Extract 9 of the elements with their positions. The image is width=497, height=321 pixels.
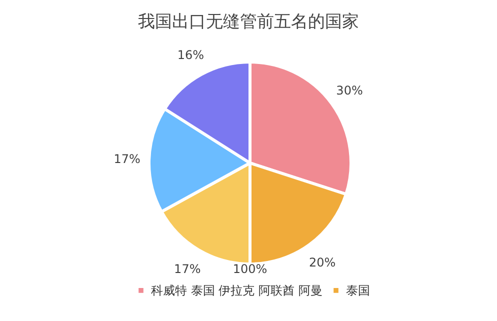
data-label: 20%: [308, 256, 336, 270]
legend-label: 泰国: [346, 283, 370, 298]
text: 100%: [232, 262, 268, 276]
data-label: 17%: [114, 152, 140, 166]
data-label: 17%: [174, 262, 201, 276]
data-label: 16%: [177, 48, 204, 62]
chart-title: 我国出口无缝管前五名的国家: [138, 12, 359, 32]
data-label: 30%: [336, 84, 363, 98]
legend-label: 科威特 泰国 伊拉克 阿联酋 阿曼: [151, 283, 322, 298]
